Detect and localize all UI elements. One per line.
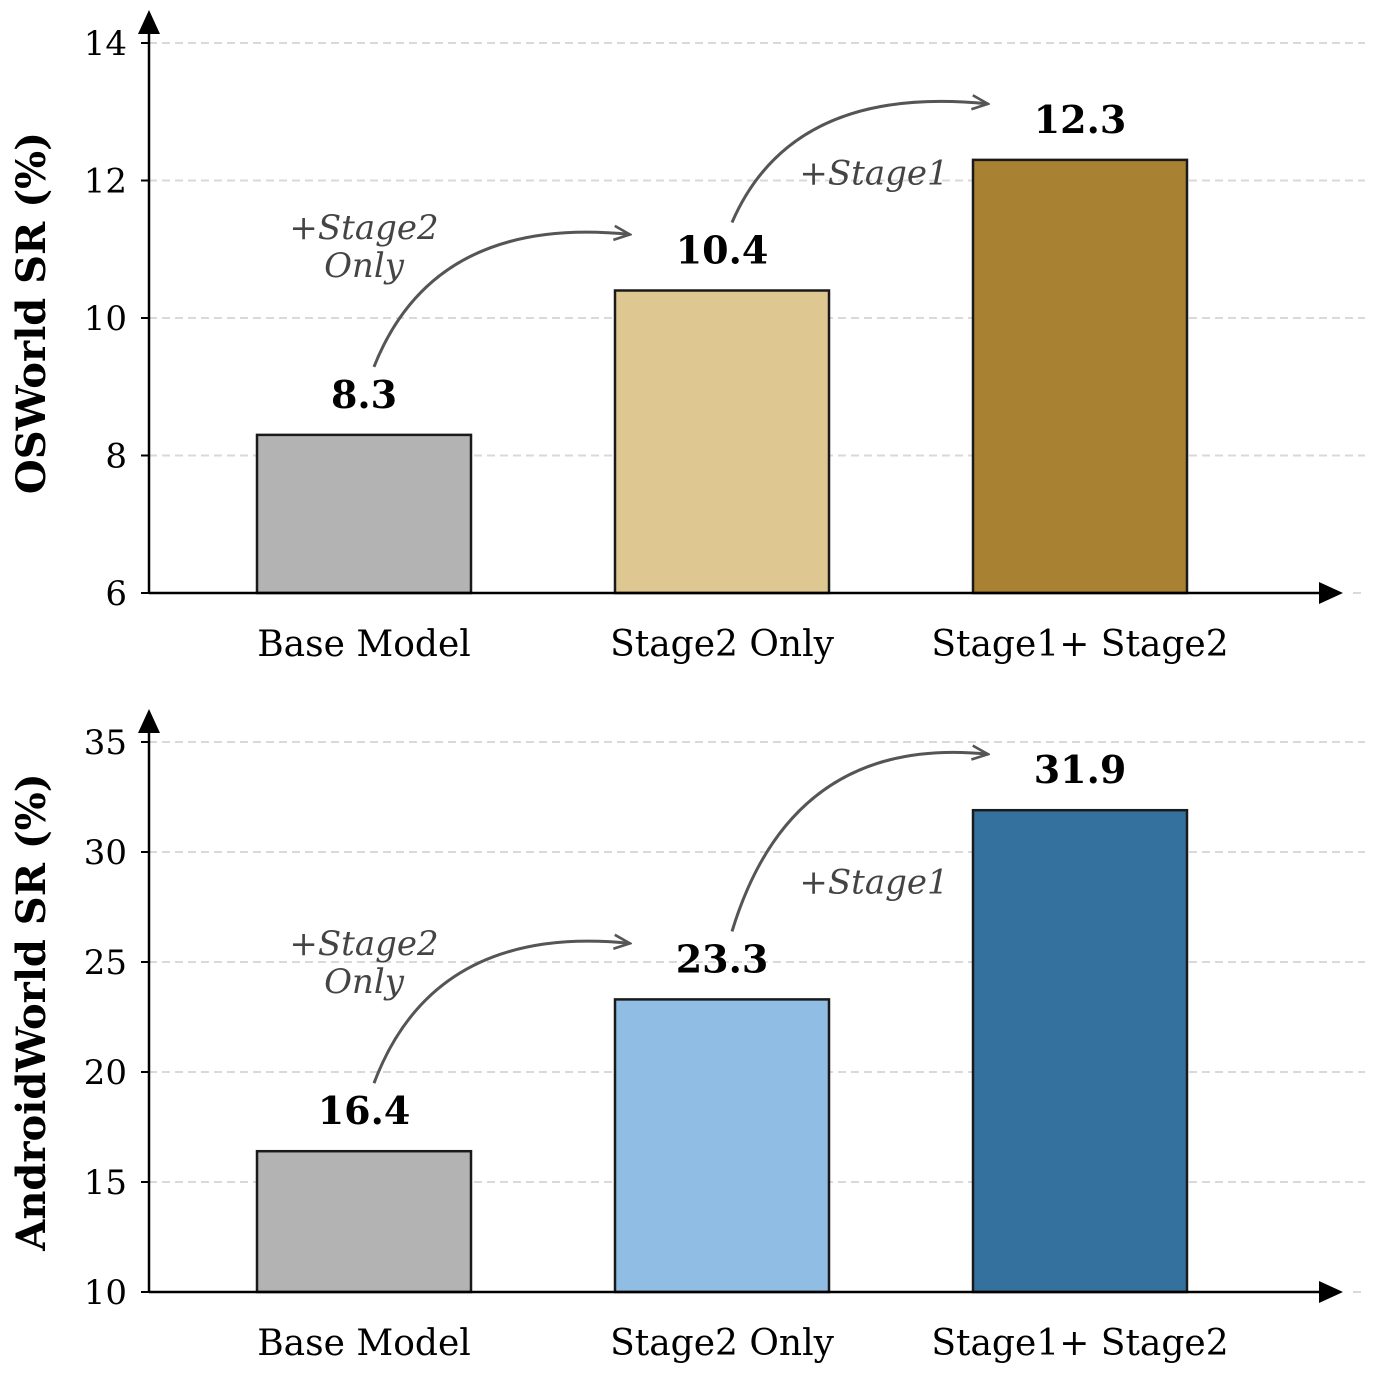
y-axis-title: AndroidWorld SR (%) <box>8 773 55 1251</box>
annotation-label: +Stage1 <box>799 154 948 194</box>
value-label: 23.3 <box>676 936 769 981</box>
x-tick-label: Stage2 Only <box>610 1323 835 1364</box>
bar <box>971 808 1189 1294</box>
value-label: 12.3 <box>1034 97 1127 142</box>
y-tick-label: 35 <box>84 723 127 763</box>
annotation-label: Only <box>324 962 405 1002</box>
annotation-label: +Stage2 <box>289 924 438 964</box>
bar <box>613 998 831 1294</box>
annotation-arrow <box>730 101 988 224</box>
y-tick-label: 10 <box>84 299 127 339</box>
x-tick-label: Base Model <box>257 1323 471 1364</box>
x-tick-label: Stage1+ Stage2 <box>931 1323 1228 1364</box>
chart-panel-2: 10 15 20 25 30 35 16.4 Base Model 23.3 Stage2 Onl… <box>8 709 1365 1364</box>
annotation-label: Only <box>324 246 405 286</box>
y-axis-title: OSWorld SR (%) <box>8 132 55 494</box>
value-label: 31.9 <box>1034 747 1127 792</box>
bar <box>971 158 1189 595</box>
y-tick-label: 6 <box>105 574 127 614</box>
annotation-arrow <box>372 232 630 368</box>
annotation-label: +Stage1 <box>799 862 948 902</box>
x-tick-label: Stage2 Only <box>610 624 835 665</box>
y-axis-arrowhead <box>138 10 160 34</box>
chart-panel-1: 6 8 10 12 14 8.3 Base Model 10.4 Stage2 Only 12.3… <box>8 10 1365 665</box>
value-label: 16.4 <box>318 1088 411 1133</box>
x-axis-arrowhead <box>1319 582 1343 604</box>
y-axis-arrowhead <box>138 709 160 733</box>
y-tick-label: 25 <box>84 943 127 983</box>
y-tick-label: 12 <box>84 162 127 202</box>
bar <box>255 1149 473 1294</box>
y-tick-label: 15 <box>84 1163 127 1203</box>
y-tick-label: 30 <box>84 833 127 873</box>
x-tick-label: Base Model <box>257 624 471 665</box>
value-label: 8.3 <box>331 372 397 417</box>
bar <box>255 433 473 595</box>
x-axis-arrowhead <box>1319 1281 1343 1303</box>
y-tick-label: 8 <box>105 437 127 477</box>
annotation-arrow <box>372 941 630 1084</box>
annotation-arrow <box>730 752 988 932</box>
y-tick-label: 20 <box>84 1053 127 1093</box>
annotation-label: +Stage2 <box>289 208 438 248</box>
bar <box>613 289 831 595</box>
y-tick-label: 10 <box>84 1273 127 1313</box>
y-tick-label: 14 <box>84 24 127 64</box>
x-tick-label: Stage1+ Stage2 <box>931 624 1228 665</box>
value-label: 10.4 <box>676 228 769 273</box>
